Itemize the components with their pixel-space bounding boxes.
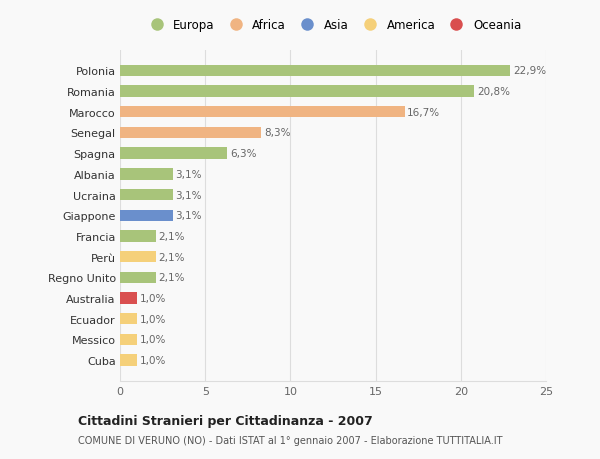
Bar: [120, 334, 137, 345]
Bar: [120, 66, 510, 77]
Bar: [120, 148, 227, 159]
Bar: [120, 293, 137, 304]
Text: 1,0%: 1,0%: [140, 314, 166, 324]
Text: Cittadini Stranieri per Cittadinanza - 2007: Cittadini Stranieri per Cittadinanza - 2…: [78, 414, 373, 428]
Text: 16,7%: 16,7%: [407, 107, 440, 118]
Text: 2,1%: 2,1%: [158, 231, 185, 241]
Bar: [120, 355, 137, 366]
Bar: [120, 210, 173, 221]
Text: COMUNE DI VERUNO (NO) - Dati ISTAT al 1° gennaio 2007 - Elaborazione TUTTITALIA.: COMUNE DI VERUNO (NO) - Dati ISTAT al 1°…: [78, 435, 503, 445]
Bar: [120, 86, 475, 97]
Text: 1,0%: 1,0%: [140, 293, 166, 303]
Bar: [120, 107, 404, 118]
Bar: [120, 272, 156, 283]
Text: 20,8%: 20,8%: [477, 87, 510, 97]
Bar: [120, 128, 262, 139]
Bar: [120, 190, 173, 201]
Text: 1,0%: 1,0%: [140, 335, 166, 345]
Bar: [120, 169, 173, 180]
Bar: [120, 313, 137, 325]
Text: 1,0%: 1,0%: [140, 355, 166, 365]
Text: 2,1%: 2,1%: [158, 252, 185, 262]
Bar: [120, 231, 156, 242]
Legend: Europa, Africa, Asia, America, Oceania: Europa, Africa, Asia, America, Oceania: [142, 17, 524, 34]
Text: 6,3%: 6,3%: [230, 149, 256, 159]
Text: 22,9%: 22,9%: [513, 66, 546, 76]
Bar: [120, 252, 156, 263]
Text: 2,1%: 2,1%: [158, 273, 185, 283]
Text: 3,1%: 3,1%: [175, 190, 202, 200]
Text: 3,1%: 3,1%: [175, 211, 202, 221]
Text: 8,3%: 8,3%: [264, 128, 290, 138]
Text: 3,1%: 3,1%: [175, 169, 202, 179]
